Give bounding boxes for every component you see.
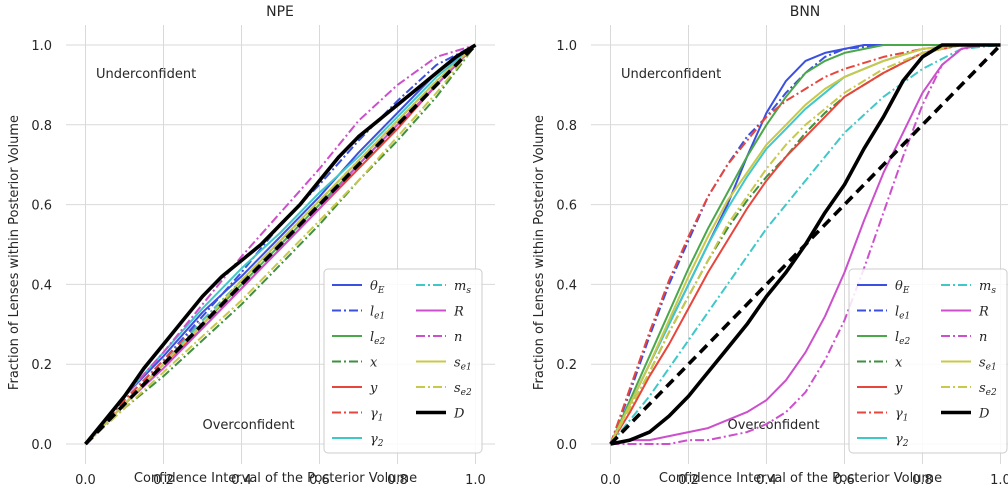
series-line-se1	[609, 44, 1001, 445]
annotation-overconfident: Overconfident	[203, 418, 295, 433]
y-tick-label: 0.4	[31, 278, 52, 293]
x-tick-label: 0.8	[387, 473, 408, 488]
legend-label: se2	[454, 381, 472, 398]
legend-label: le1	[895, 305, 910, 322]
series-line-n	[610, 44, 1001, 445]
x-tick-label: 0.6	[309, 473, 330, 488]
x-tick-label: 0.4	[231, 473, 252, 488]
legend-label: D	[453, 407, 465, 422]
x-tick-label: 0.8	[912, 473, 933, 488]
legend-label: le1	[370, 305, 385, 322]
x-axis-label: Confidence Interval of the Posterior Vol…	[134, 471, 417, 486]
y-tick-label: 0.6	[556, 199, 577, 214]
legend-label: γ1	[370, 407, 384, 424]
legend-label: ms	[979, 279, 996, 296]
series-line-d	[84, 43, 477, 446]
legend-label: le2	[370, 330, 385, 347]
reference-diagonal-line	[609, 43, 1002, 446]
chart-title: BNN	[790, 4, 821, 20]
legend-label: γ2	[895, 432, 909, 449]
x-tick-label: 0.0	[600, 473, 621, 488]
x-tick-label: 1.0	[990, 473, 1008, 488]
legend-label: se2	[979, 381, 997, 398]
series-line-gamma1	[609, 44, 1001, 445]
chart-title: NPE	[266, 4, 294, 20]
series-line-le2	[609, 44, 1001, 445]
series-line-r	[610, 44, 1001, 445]
chart-panel-bnn: 0.0 0.2 0.4 0.6 0.8 1.0 0.0 0.2 0.4 0.6 0.8 1.0 BNN C…	[532, 4, 1008, 488]
x-tick-label: 0.4	[756, 473, 777, 488]
legend-label: n	[454, 330, 462, 345]
x-tick-label: 0.0	[75, 473, 96, 488]
series-line-n	[84, 44, 476, 445]
legend-label: D	[978, 407, 990, 422]
legend-label: R	[453, 305, 464, 320]
legend: θE le1 le2 xy γ1 γ2 ms Rn se1 se2 D	[848, 268, 1008, 454]
legend-label: R	[978, 305, 989, 320]
x-tick-label: 0.2	[678, 473, 699, 488]
legend-label: γ2	[370, 432, 384, 449]
y-tick-label: 1.0	[556, 39, 577, 54]
x-tick-label: 0.6	[834, 473, 855, 488]
legend-label: n	[979, 330, 987, 345]
y-tick-label: 0.6	[31, 199, 52, 214]
series-line-thetae	[84, 44, 477, 445]
y-tick-label: 0.2	[31, 358, 52, 373]
x-axis-label: Confidence Interval of the Posterior Vol…	[659, 471, 942, 486]
y-tick-label: 0.8	[31, 119, 52, 134]
x-tick-label: 0.2	[153, 473, 174, 488]
y-axis-label: Fraction of Lenses within Posterior Volu…	[532, 115, 547, 390]
legend-label: x	[895, 356, 903, 371]
y-axis-label: Fraction of Lenses within Posterior Volu…	[7, 115, 22, 390]
chart-panel-npe: 0.0 0.2 0.4 0.6 0.8 1.0 0.0 0.2 0.4 0.6 0.8 1.0 NPE C…	[7, 4, 495, 488]
y-tick-label: 0.0	[556, 438, 577, 453]
legend-label: le2	[895, 330, 910, 347]
annotation-underconfident: Underconfident	[621, 67, 721, 82]
y-tick-label: 0.8	[556, 119, 577, 134]
series-lines	[84, 43, 477, 446]
legend: θE le1 le2 xy γ1 γ2 ms Rn se1 se2 D	[323, 268, 483, 454]
legend-label: x	[370, 356, 378, 371]
legend-label: θE	[370, 279, 385, 296]
series-line-y	[609, 44, 1001, 445]
series-line-se2	[84, 44, 477, 445]
series-line-x	[84, 44, 477, 445]
reference-diagonal-line	[84, 43, 477, 446]
legend-label: θE	[895, 279, 910, 296]
legend-label: γ1	[895, 407, 909, 424]
y-tick-label: 0.0	[31, 438, 52, 453]
legend-label: y	[369, 381, 378, 396]
y-tick-label: 0.4	[556, 278, 577, 293]
legend-label: ms	[454, 279, 471, 296]
annotation-overconfident: Overconfident	[728, 418, 820, 433]
series-line-se1	[84, 44, 477, 445]
series-line-gamma2	[84, 44, 477, 445]
y-tick-label: 0.2	[556, 358, 577, 373]
x-tick-label: 1.0	[465, 473, 486, 488]
legend-label: y	[894, 381, 903, 396]
y-tick-label: 1.0	[31, 39, 52, 54]
series-lines	[609, 43, 1002, 446]
legend-label: se1	[454, 356, 472, 373]
legend-box	[323, 268, 483, 454]
annotation-underconfident: Underconfident	[96, 67, 196, 82]
legend-label: se1	[979, 356, 997, 373]
legend-box	[848, 268, 1008, 454]
